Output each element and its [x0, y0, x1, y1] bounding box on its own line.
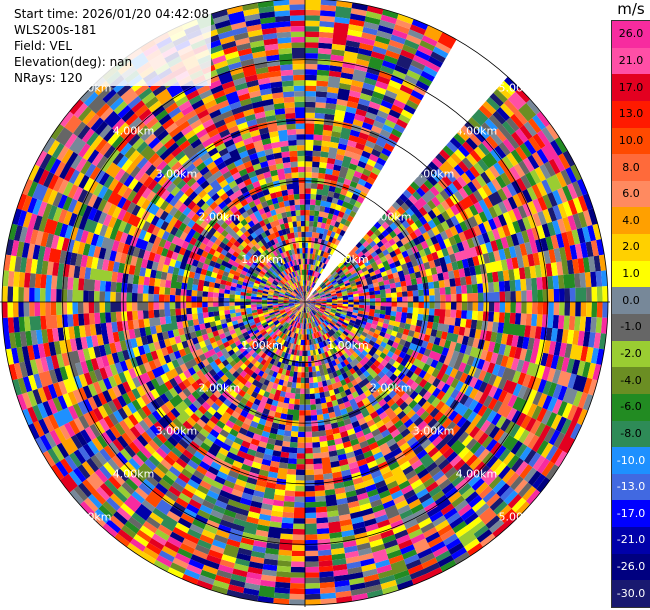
colorbar-tick-label: -1.0 [620, 320, 642, 334]
range-ring-label: 1.00km [241, 339, 283, 352]
gate-color-group [7, 0, 598, 605]
range-ring-label: 3.00km [156, 167, 198, 180]
colorbar-segment [612, 234, 650, 262]
instrument-text: WLS200s-181 [14, 23, 97, 37]
colorbar-tick-label: -2.0 [620, 346, 642, 360]
scan-info: Start time: 2026/01/20 04:42:08 WLS200s-… [12, 6, 211, 86]
range-ring-label: 1.00km [327, 339, 369, 352]
range-ring-label: 2.00km [199, 210, 241, 223]
gate-color-group [12, 13, 597, 604]
colorbar-tick-label: 17.0 [618, 80, 644, 94]
colorbar-tick-label: -4.0 [620, 373, 642, 387]
colorbar-segment [612, 21, 650, 49]
colorbar-segment [612, 180, 650, 208]
colorbar-tick-label: 1.0 [622, 267, 640, 281]
colorbar-segment [612, 74, 650, 102]
gate-color-group [9, 2, 588, 595]
range-ring-label: 4.00km [113, 125, 155, 138]
colorbar-tick-label: -8.0 [620, 426, 642, 440]
field-text: Field: VEL [14, 39, 73, 53]
range-ring-label: 3.00km [413, 167, 455, 180]
colorbar-tick-label: -6.0 [620, 400, 642, 414]
gate-color-group [11, 14, 608, 602]
colorbar-tick-label: -13.0 [616, 480, 646, 494]
gate-color-group [35, 37, 601, 586]
range-ring-label: 3.00km [156, 425, 198, 438]
range-ring-label: 4.00km [456, 467, 498, 480]
start-time-text: Start time: 2026/01/20 04:42:08 [14, 7, 209, 21]
range-ring-label: 2.00km [370, 210, 412, 223]
colorbar-tick-label: 13.0 [618, 107, 644, 121]
colorbar-segment [612, 47, 650, 75]
colorbar-unit: m/s [617, 0, 645, 18]
colorbar-segment [612, 500, 650, 528]
gate-color-group [21, 2, 598, 591]
colorbar-tick-label: -30.0 [616, 586, 646, 600]
colorbar-segment [612, 100, 650, 129]
colorbar-segment [612, 393, 650, 422]
range-ring-labels: 1.00km 1.00km 1.00km 1.00km 2.00km 2.00km 2.00… [70, 82, 540, 524]
gate-color-group [22, 39, 603, 605]
colorbar-segment [612, 154, 650, 182]
colorbar-tick-label: 21.0 [618, 53, 644, 67]
range-ring-label: 2.00km [199, 382, 241, 395]
colorbar-tick-label: 4.0 [622, 213, 640, 227]
gate-color-group [32, 0, 608, 593]
ppi-velocity-plot: 1.00km 1.00km 1.00km 1.00km 2.00km 2.00km 2.00… [0, 0, 610, 607]
colorbar-tick-label: 2.0 [622, 240, 640, 254]
colorbar: 26.0 21.0 17.0 13.0 10.0 8.0 6.0 4.0 2.0 1.0 0.0 -1… [611, 20, 650, 608]
crosshair-axes [0, 0, 610, 607]
colorbar-tick-label: 10.0 [618, 133, 644, 147]
range-ring-label: 5.00km [499, 82, 541, 95]
colorbar-tick-label: -10.0 [616, 453, 646, 467]
gate-color-group [8, 0, 598, 598]
colorbar-segment [612, 314, 650, 342]
colorbar-segment [612, 287, 650, 315]
range-ring-label: 5.00km [499, 510, 541, 523]
colorbar-segment [612, 260, 650, 288]
gate-color-group [8, 18, 589, 595]
colorbar-tick-label: -26.0 [616, 560, 646, 574]
colorbar-segment [612, 367, 650, 395]
colorbar-segment [612, 420, 650, 448]
range-ring-label: 4.00km [456, 125, 498, 138]
colorbar-tick-label: 26.0 [618, 27, 644, 41]
colorbar-tick-label: 6.0 [622, 187, 640, 201]
colorbar-tick-label: -17.0 [616, 506, 646, 520]
range-ring-label: 3.00km [413, 425, 455, 438]
colorbar-segment [612, 473, 650, 501]
colorbar-segment [612, 340, 650, 368]
colorbar-tick-label: -21.0 [616, 533, 646, 547]
range-ring-label: 5.00km [70, 510, 112, 523]
colorbar-segment [612, 207, 650, 235]
colorbar-segment [612, 127, 650, 155]
range-ring-label: 4.00km [113, 467, 155, 480]
colorbar-segment [612, 580, 650, 608]
elevation-text: Elevation(deg): nan [14, 55, 133, 69]
radar-gates [2, 0, 608, 605]
gate-color-group [14, 32, 592, 596]
colorbar-segment [612, 447, 650, 475]
range-ring-label: 2.00km [370, 382, 412, 395]
colorbar-tick-label: 8.0 [622, 160, 640, 174]
range-ring-label: 1.00km [241, 253, 283, 266]
colorbar-segment [612, 527, 650, 555]
colorbar-segment [612, 553, 650, 581]
range-ring-label: 1.00km [327, 253, 369, 266]
gate-color-group [12, 6, 607, 600]
nrays-text: NRays: 120 [14, 71, 83, 85]
colorbar-tick-label: 0.0 [622, 293, 640, 307]
